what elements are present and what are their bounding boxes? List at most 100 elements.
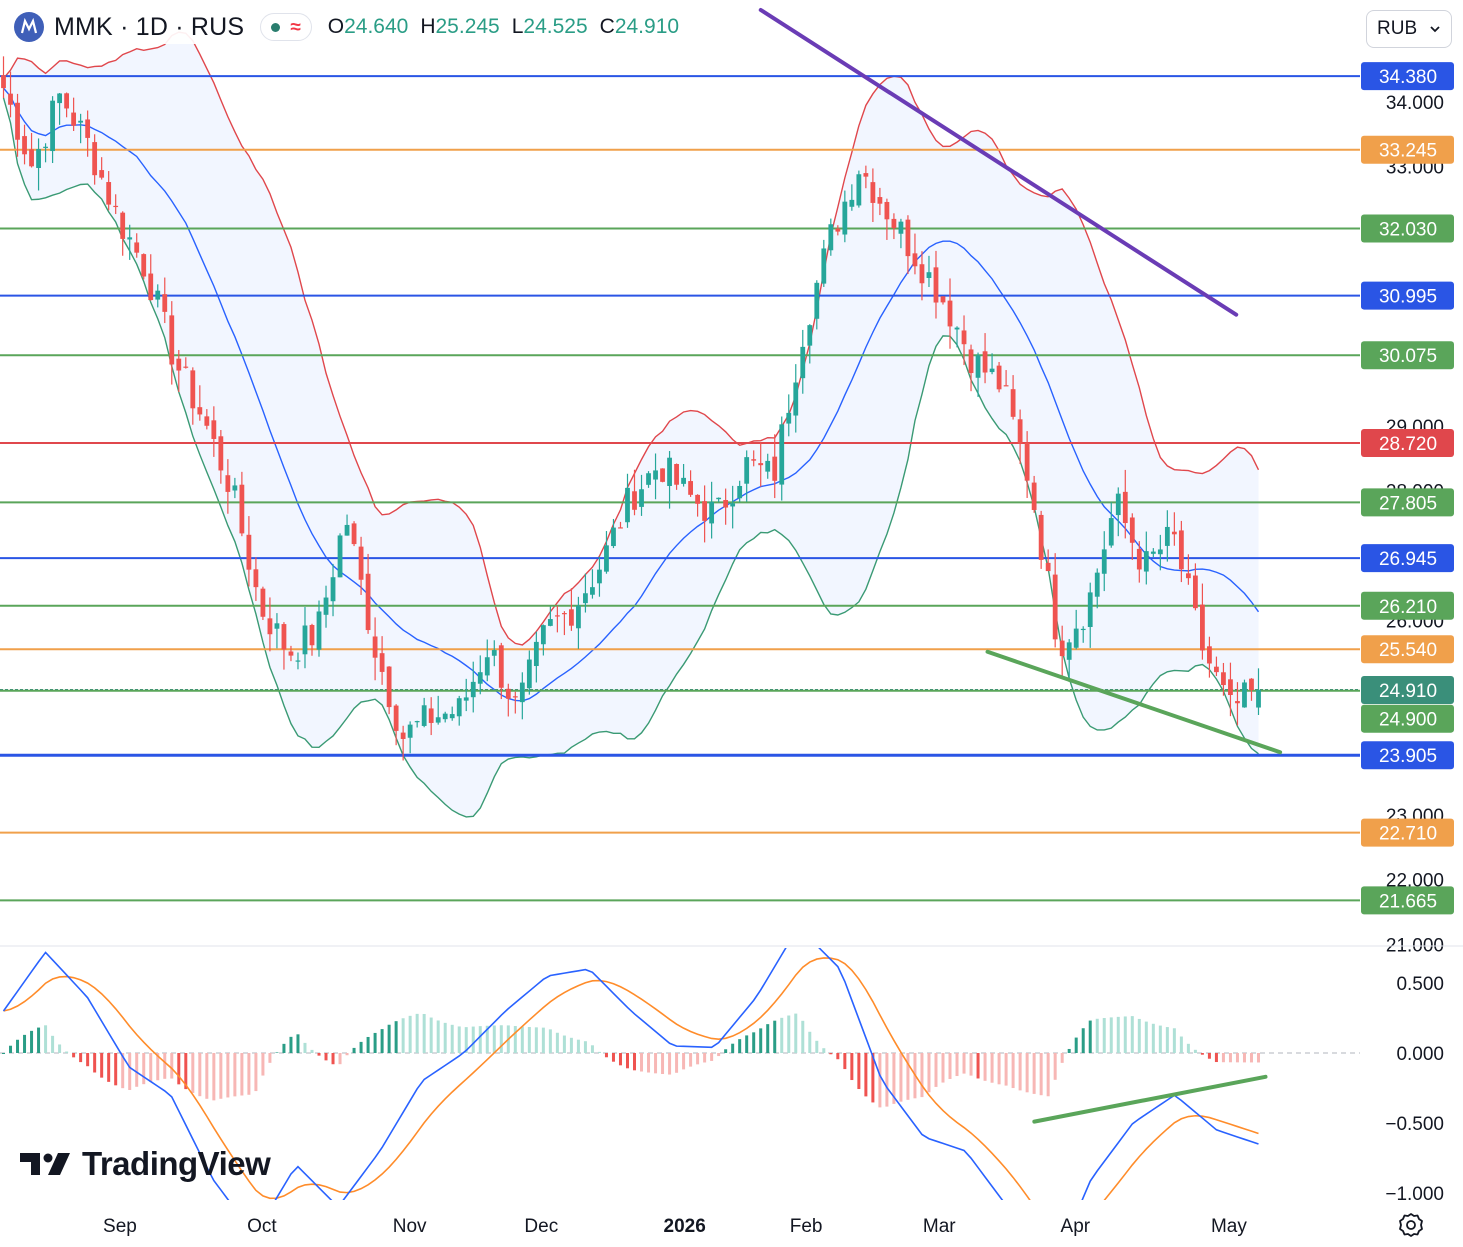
macd-trendline[interactable]	[1032, 1074, 1268, 1124]
level-tag-24.910: 24.910	[1361, 676, 1454, 705]
candle-body	[618, 527, 623, 529]
macd-histogram-bar	[857, 1053, 861, 1090]
candle-body	[723, 500, 729, 508]
candle-body	[821, 248, 827, 284]
macd-histogram-bar	[1095, 1018, 1099, 1053]
candle-body	[155, 290, 161, 300]
level-tag-text: 24.900	[1379, 710, 1437, 731]
macd-histogram-bar	[51, 1035, 55, 1053]
candle-body	[134, 242, 140, 253]
trendline-1[interactable]	[985, 649, 1283, 755]
macd-histogram-bar	[1116, 1016, 1120, 1053]
macd-histogram-bar	[1158, 1025, 1162, 1053]
candle-body	[407, 724, 413, 738]
candle-body	[57, 93, 62, 104]
level-tag-bg	[1361, 676, 1454, 705]
candle-body	[1157, 549, 1163, 555]
candle-body	[330, 577, 336, 602]
macd-histogram-bar	[829, 1053, 833, 1055]
macd-histogram-bar	[254, 1053, 258, 1092]
bollinger-lower-line	[2, 97, 1259, 818]
candle-body	[863, 173, 869, 177]
gear-icon[interactable]	[1397, 1211, 1425, 1239]
macd-histogram-bar	[240, 1053, 244, 1096]
candle-body	[1010, 389, 1016, 417]
macd-histogram-bar	[906, 1053, 910, 1100]
macd-histogram-bar	[282, 1043, 286, 1053]
currency-selector[interactable]: RUB	[1366, 10, 1452, 48]
macd-histogram-bar	[1242, 1053, 1246, 1063]
macd-histogram-bar	[836, 1053, 840, 1060]
time-tick-label: Feb	[790, 1216, 823, 1237]
level-tag-text: 28.720	[1379, 434, 1437, 455]
level-tag-26.945: 26.945	[1361, 544, 1454, 573]
macd-histogram-bar	[394, 1021, 398, 1053]
macd-histogram-bar	[44, 1025, 48, 1053]
macd-histogram-bar	[121, 1053, 125, 1089]
indicator-status-pill[interactable]: ≈	[260, 13, 312, 41]
candle-body	[1045, 562, 1051, 572]
macd-histogram-bar	[1123, 1016, 1127, 1053]
candle-body	[730, 503, 736, 507]
macd-histogram-bar	[471, 1026, 475, 1053]
macd-histogram-bar	[899, 1053, 903, 1102]
candle-body	[646, 473, 651, 485]
macd-histogram-bar	[843, 1053, 847, 1070]
macd-histogram-bar	[850, 1053, 854, 1081]
low-value: 24.525	[523, 15, 588, 38]
candle-body	[512, 696, 518, 698]
trendline-0[interactable]	[758, 8, 1239, 317]
macd-tick-label: −1.000	[1385, 1184, 1444, 1205]
level-tag-bg	[1361, 544, 1454, 573]
macd-histogram-bar	[534, 1027, 538, 1053]
time-tick-label: Oct	[247, 1216, 277, 1237]
level-tag-bg	[1361, 741, 1454, 770]
macd-histogram-bar	[752, 1032, 756, 1053]
macd-histogram-bar	[1130, 1016, 1134, 1053]
candle-body	[1249, 678, 1254, 691]
close-key: C	[599, 15, 615, 38]
macd-histogram-bar	[892, 1053, 896, 1104]
candle-body	[1073, 628, 1079, 648]
candle-body	[533, 641, 539, 667]
bollinger-basis-line	[2, 87, 1260, 702]
time-tick-label: Mar	[923, 1216, 956, 1237]
macd-histogram-bar	[114, 1053, 118, 1086]
candle-body	[919, 264, 925, 284]
candle-body	[309, 624, 315, 646]
macd-histogram-bar	[1018, 1053, 1022, 1091]
candle-body	[849, 199, 855, 207]
macd-histogram-bar	[808, 1031, 812, 1053]
macd-histogram-bar	[142, 1053, 146, 1085]
candle-body	[435, 717, 441, 723]
macd-histogram-bar	[731, 1043, 735, 1053]
macd-histogram-bar	[436, 1020, 440, 1053]
open-value: 24.640	[344, 15, 409, 38]
macd-histogram-bar	[352, 1047, 356, 1053]
symbol-title[interactable]: MMK · 1D · RUS	[54, 12, 245, 41]
level-tag-27.805: 27.805	[1361, 488, 1454, 517]
level-tag-bg	[1361, 62, 1454, 91]
macd-line	[2, 948, 1259, 1200]
candle-body	[1143, 551, 1149, 572]
candle-body	[793, 382, 799, 416]
macd-histogram-bar	[976, 1053, 980, 1079]
macd-histogram-bar	[640, 1053, 644, 1072]
candle-body	[92, 142, 98, 176]
level-tag-bg	[1361, 488, 1454, 517]
macd-histogram-bar	[1256, 1053, 1260, 1063]
macd-histogram-bar	[724, 1049, 728, 1053]
candle-body	[64, 93, 70, 109]
macd-histogram-bar	[871, 1053, 875, 1103]
candle-body	[169, 315, 175, 365]
level-tag-bg	[1361, 635, 1454, 664]
candle-body	[358, 546, 364, 580]
macd-histogram-bar	[1060, 1053, 1064, 1063]
macd-histogram-bar	[429, 1017, 433, 1053]
candle-body	[1178, 530, 1184, 570]
macd-histogram-bar	[689, 1053, 693, 1067]
macd-histogram-bar	[30, 1030, 34, 1053]
tradingview-logo[interactable]: TradingView	[20, 1145, 271, 1183]
